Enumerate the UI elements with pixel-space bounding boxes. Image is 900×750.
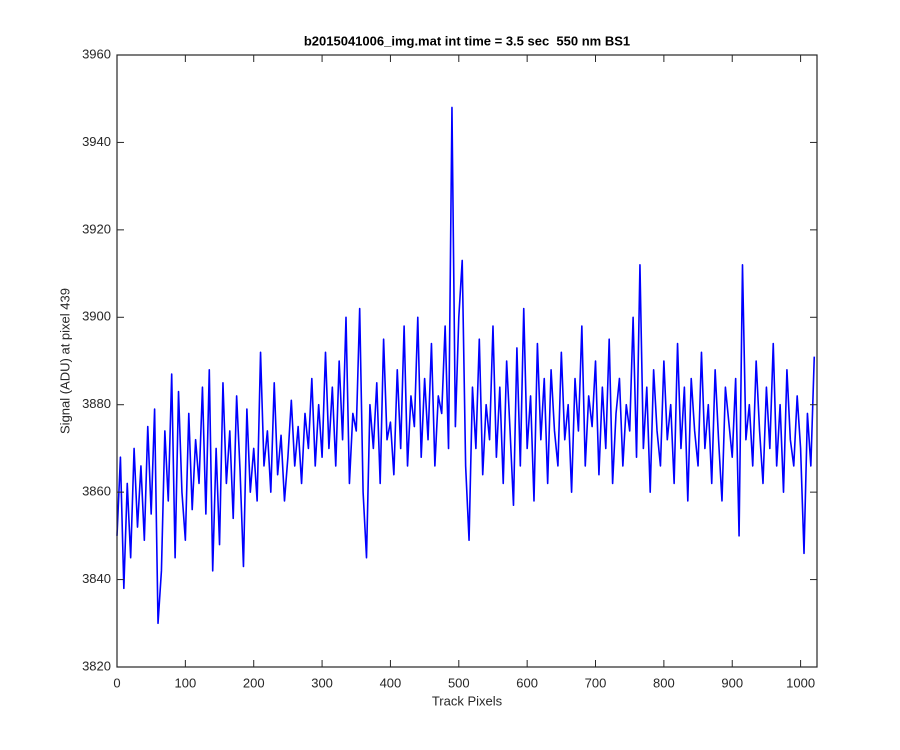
y-tick-label: 3820	[82, 658, 111, 673]
y-tick-label: 3900	[82, 309, 111, 324]
y-tick-label: 3880	[82, 396, 111, 411]
y-tick-label: 3920	[82, 221, 111, 236]
data-line	[116, 106, 816, 625]
x-tick-label: 700	[585, 675, 607, 690]
y-tick-label: 3940	[82, 134, 111, 149]
y-tick-label: 3860	[82, 484, 111, 499]
plot-frame	[116, 54, 818, 668]
x-tick-label: 500	[448, 675, 470, 690]
x-tick-label: 1000	[786, 675, 815, 690]
x-tick-label: 400	[380, 675, 402, 690]
x-tick-label: 300	[311, 675, 333, 690]
x-tick-label: 200	[243, 675, 265, 690]
x-tick-label: 600	[516, 675, 538, 690]
y-tick-label: 3960	[82, 46, 111, 61]
x-tick-label: 100	[175, 675, 197, 690]
y-tick-label: 3840	[82, 571, 111, 586]
x-axis-label: Track Pixels	[432, 693, 503, 708]
x-tick-label: 900	[721, 675, 743, 690]
x-tick-label: 800	[653, 675, 675, 690]
chart-title: b2015041006_img.mat int time = 3.5 sec 5…	[304, 33, 630, 48]
y-axis-label: Signal (ADU) at pixel 439	[57, 288, 72, 434]
x-tick-label: 0	[113, 675, 120, 690]
